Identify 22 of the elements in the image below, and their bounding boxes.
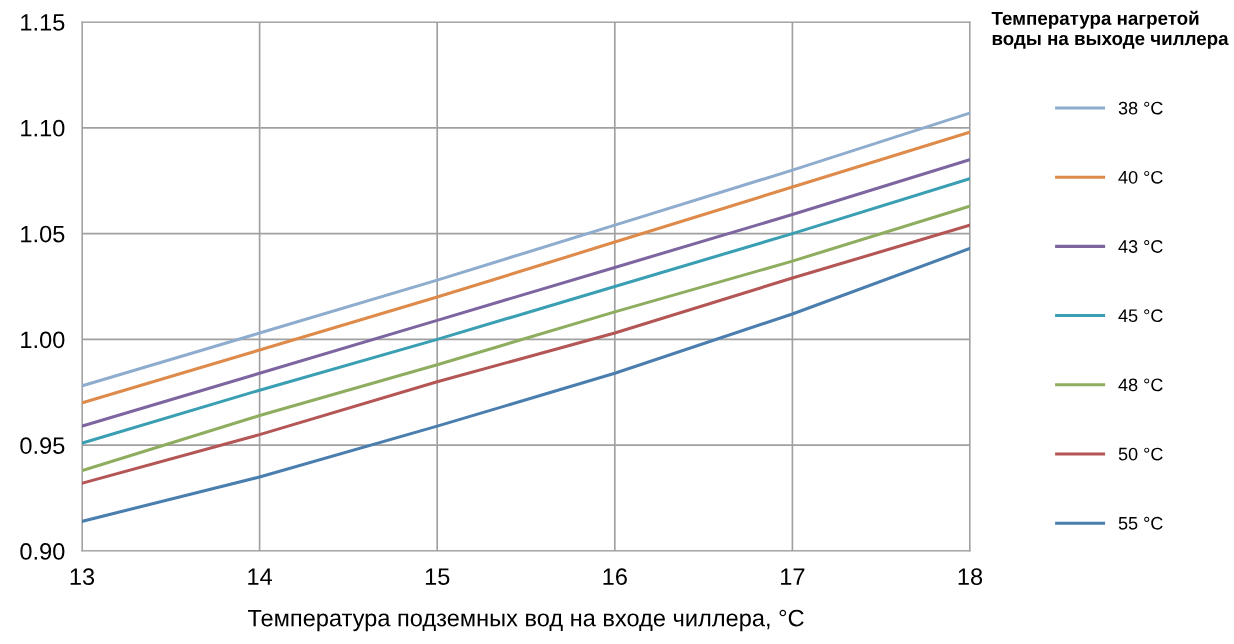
- legend-label: 50 °C: [1118, 447, 1163, 461]
- y-tick-label: 0.95: [20, 437, 65, 454]
- x-tick-label: 13: [70, 568, 95, 586]
- y-tick-label: 1.10: [21, 119, 65, 137]
- legend-label: 55 °C: [1118, 516, 1163, 530]
- legend-label: 43 °C: [1118, 240, 1163, 253]
- x-tick-label: 17: [781, 568, 805, 585]
- x-tick-label: 18: [958, 568, 983, 586]
- y-tick-label: 0.90: [20, 543, 65, 560]
- y-tick-label: 1.15: [21, 14, 65, 31]
- x-axis-title: Температура подземных вод на входе чиллера, °C: [247, 609, 804, 632]
- line-series: [82, 246, 970, 523]
- legend-label: 45 °C: [1118, 309, 1163, 323]
- y-tick-label: 1.05: [21, 225, 65, 243]
- x-tick-label: 15: [425, 568, 450, 586]
- x-tick-label: 16: [603, 568, 627, 586]
- legend-label: 48 °C: [1118, 378, 1163, 392]
- legend-label: 40 °C: [1118, 170, 1163, 184]
- legend-title: Температура нагретой воды на выходе чиллера: [991, 10, 1229, 49]
- x-tick-label: 14: [248, 568, 273, 585]
- y-tick-label: 1.00: [21, 331, 65, 349]
- legend-label: 38 °C: [1118, 101, 1163, 115]
